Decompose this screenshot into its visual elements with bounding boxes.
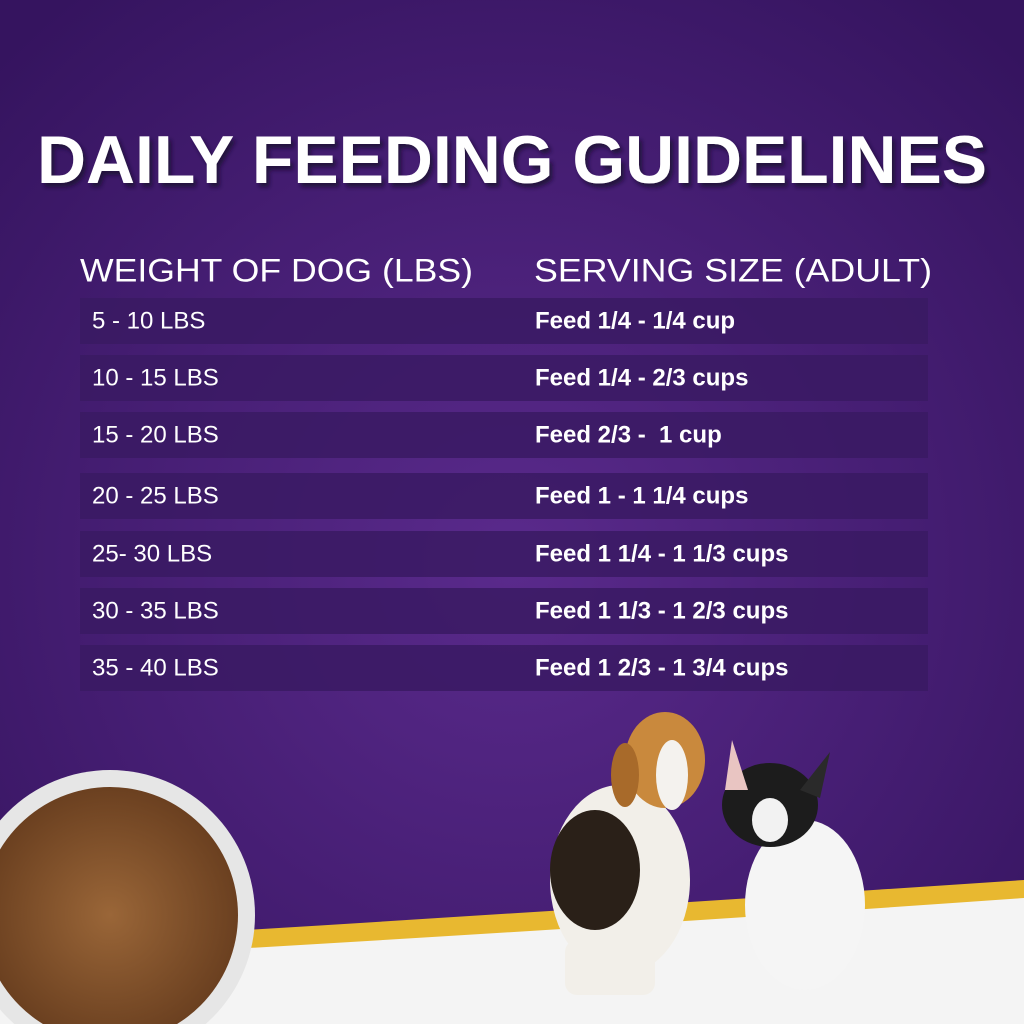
serving-cell: Feed 1 2/3 - 1 3/4 cups <box>535 654 788 681</box>
weight-cell: 30 - 35 LBS <box>92 597 219 624</box>
title: DAILY FEEDING GUIDELINES <box>37 122 987 198</box>
column-header: SERVING SIZE (ADULT) <box>534 252 932 288</box>
serving-cell: Feed 1/4 - 2/3 cups <box>535 364 748 391</box>
column-header: WEIGHT OF DOG (LBS) <box>80 252 473 288</box>
weight-cell: 10 - 15 LBS <box>92 364 219 391</box>
weight-cell: 35 - 40 LBS <box>92 654 219 681</box>
table-row <box>80 588 928 634</box>
table-row <box>80 645 928 691</box>
beagle <box>550 712 705 995</box>
weight-cell: 15 - 20 LBS <box>92 421 219 448</box>
weight-cell: 25- 30 LBS <box>92 540 212 567</box>
serving-cell: Feed 1 1/3 - 1 2/3 cups <box>535 597 788 624</box>
serving-cell: Feed 2/3 - 1 cup <box>535 421 722 448</box>
table-row <box>80 412 928 458</box>
table-row <box>80 298 928 344</box>
table-row <box>80 531 928 577</box>
food-bowl <box>0 770 255 1024</box>
weight-cell: 20 - 25 LBS <box>92 482 219 509</box>
french-bulldog <box>722 740 865 990</box>
serving-cell: Feed 1 - 1 1/4 cups <box>535 482 748 509</box>
table-row <box>80 473 928 519</box>
serving-cell: Feed 1/4 - 1/4 cup <box>535 307 735 334</box>
serving-cell: Feed 1 1/4 - 1 1/3 cups <box>535 540 788 567</box>
table-rows: 5 - 10 LBS Feed 1/4 - 1/4 cup 10 - 15 LBS F… <box>80 298 928 691</box>
weight-cell: 5 - 10 LBS <box>92 307 205 334</box>
table-row <box>80 355 928 401</box>
